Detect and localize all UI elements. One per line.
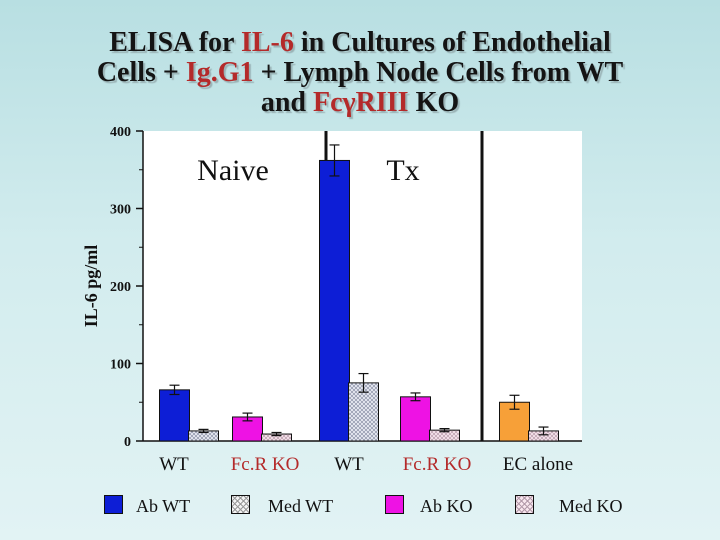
bar-4 [319, 159, 350, 442]
title-line1-highlight: IL-6 [240, 27, 294, 58]
legend-swatch-2 [385, 495, 404, 514]
legend-label-2: Ab KO [420, 496, 473, 516]
title-line1-a: ELISA for [109, 27, 241, 58]
panel-divider-1 [480, 131, 484, 441]
title-line3-c: KO [408, 87, 460, 118]
y-tick-label-2: 200 [110, 280, 131, 295]
title-line3-highlight: FcγRIII [313, 87, 409, 118]
y-tick-label-4: 400 [110, 125, 131, 140]
legend-label-1: Med WT [268, 496, 334, 516]
legend-swatch-0 [104, 495, 123, 514]
title-line2-a: Cells + [96, 57, 186, 88]
title-line3-a: and [260, 87, 314, 118]
category-label-3: Fc.R KO [403, 454, 472, 475]
x-axis-categories: WT Fc.R KO WT Fc.R KO EC alone [159, 454, 573, 475]
legend-label-3: Med KO [559, 496, 623, 516]
panel-label-0: Naive [197, 154, 269, 187]
bar-6 [400, 396, 431, 442]
category-label-1: Fc.R KO [231, 454, 300, 475]
title-line2-c: + Lymph Node Cells from WT [253, 57, 624, 88]
y-axis-label: IL-6 pg/ml [81, 245, 101, 328]
chart-title: ELISA for IL-6 in Cultures of Endothelia… [20, 28, 700, 118]
legend-swatch-3 [515, 495, 534, 514]
y-tick-label-3: 300 [110, 203, 131, 218]
y-tick-label-0: 0 [124, 435, 131, 450]
panel-label-1: Tx [386, 154, 419, 187]
category-label-4: EC alone [503, 454, 573, 475]
title-line1-c: in Cultures of Endothelial [293, 27, 611, 58]
legend-swatch-1 [231, 495, 250, 514]
legend-label-0: Ab WT [136, 496, 191, 516]
title-line2-highlight: Ig.G1 [185, 57, 254, 88]
category-label-2: WT [334, 454, 364, 475]
y-tick-label-1: 100 [110, 358, 131, 373]
bar-0 [159, 389, 190, 442]
category-label-0: WT [159, 454, 189, 475]
bars [159, 144, 559, 442]
